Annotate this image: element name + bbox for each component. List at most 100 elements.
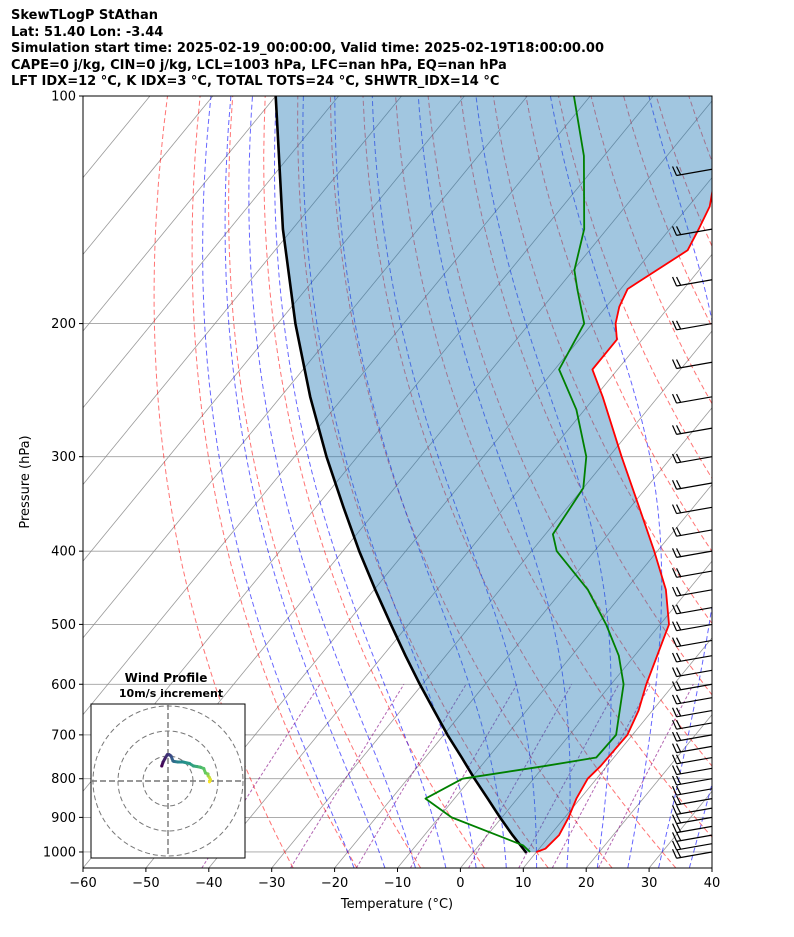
dry-adiabat-line: [395, 96, 712, 838]
barb-flag: [676, 604, 682, 614]
barb-staff: [676, 427, 713, 435]
mixing-ratio-line: [468, 684, 573, 868]
mixing-ratio-line: [355, 684, 467, 868]
barb-staff: [676, 550, 713, 558]
sounding-traces: [274, 96, 712, 854]
barb-flag: [671, 453, 678, 464]
barb-flag: [676, 226, 682, 235]
dry-adiabat-line: [754, 96, 794, 868]
barb-flag: [676, 823, 682, 832]
barb-flag: [676, 276, 682, 286]
barb-flag: [671, 568, 678, 578]
wind-barb: [671, 832, 713, 842]
barb-staff: [676, 722, 713, 730]
barb-flag: [676, 694, 682, 704]
barb-flag: [676, 848, 682, 858]
wind-barb: [671, 166, 713, 177]
barb-flag: [676, 731, 682, 741]
x-tick-label: −40: [195, 876, 222, 891]
barb-flag: [671, 548, 678, 558]
barb-staff: [676, 482, 713, 490]
barb-flag: [676, 805, 682, 814]
moist-adiabat-line: [224, 96, 386, 868]
x-axis-label: Temperature (°C): [340, 897, 453, 912]
isotherm-line: [460, 560, 712, 868]
barb-flag: [676, 320, 682, 330]
dry-adiabat-line: [153, 96, 294, 868]
x-tick-label: 20: [578, 876, 595, 891]
mixing-ratio-line: [290, 684, 405, 868]
x-tick-label: 0: [456, 876, 464, 891]
barb-staff: [676, 606, 713, 615]
dry-adiabat-line: [525, 96, 712, 553]
barb-flag: [676, 453, 682, 463]
barb-flag: [671, 526, 678, 537]
barb-flag: [671, 785, 678, 796]
x-tick-label: −20: [321, 876, 348, 891]
barb-flag: [671, 681, 678, 691]
wind-barb: [671, 707, 713, 718]
location-line: Lat: 51.40 Lon: -3.44: [11, 24, 164, 40]
wind-barb: [671, 568, 713, 578]
hodograph-title: Wind Profile: [125, 671, 208, 685]
times-line: Simulation start time: 2025-02-19_00:00:…: [11, 41, 604, 56]
wind-barb: [671, 479, 713, 490]
barb-staff: [676, 745, 713, 754]
barb-staff: [676, 655, 713, 663]
barb-staff: [676, 361, 713, 370]
wind-barb: [671, 731, 713, 742]
wind-barb: [671, 667, 713, 678]
barb-flag: [676, 568, 682, 577]
barb-flag: [671, 805, 678, 815]
y-tick-label: 700: [51, 728, 76, 743]
barb-flag: [676, 707, 682, 717]
barb-flag: [671, 667, 678, 677]
barb-flag: [676, 775, 682, 785]
barb-flag: [671, 754, 678, 765]
wind-barb: [671, 526, 713, 537]
barb-flag: [676, 425, 682, 434]
mixing-ratio-line: [551, 684, 651, 868]
wind-barbs: [671, 166, 713, 859]
barb-staff: [676, 570, 713, 578]
mixing-ratio-line: [409, 684, 518, 868]
barb-flag: [671, 504, 678, 514]
wind-barb: [671, 694, 713, 705]
barb-staff: [676, 279, 713, 287]
barb-staff: [676, 843, 713, 851]
isotherm-line: [83, 96, 528, 639]
mixing-ratio-line: [201, 684, 321, 868]
barb-staff: [676, 589, 713, 597]
barb-flag: [676, 840, 682, 850]
y-tick-label: 400: [51, 545, 76, 560]
dewpoint-line: [424, 96, 625, 853]
barb-flag: [671, 166, 678, 176]
wind-barb: [671, 393, 713, 404]
hodograph-point: [181, 760, 185, 764]
barb-staff: [676, 228, 713, 236]
y-tick-label: 1000: [43, 845, 76, 860]
temperature-line: [536, 188, 712, 853]
isotherm-line: [585, 713, 712, 868]
x-tick-label: −30: [258, 876, 285, 891]
mixing-ratio-line: [518, 684, 620, 868]
moist-adiabat-line: [648, 96, 712, 868]
barb-flag: [671, 393, 678, 404]
barb-flag: [676, 667, 682, 676]
barb-flag: [671, 621, 678, 631]
wind-barb: [671, 604, 713, 615]
barb-staff: [676, 825, 713, 834]
isotherm-line: [83, 96, 402, 486]
barb-flag: [676, 681, 682, 690]
hodograph-point: [192, 764, 195, 768]
hodograph-point: [161, 760, 165, 764]
barb-flag: [676, 359, 682, 368]
x-tick-label: 30: [641, 876, 658, 891]
hodograph-point: [209, 778, 212, 782]
isotherm-line: [711, 867, 712, 868]
barb-flag: [671, 694, 678, 705]
barb-staff: [676, 788, 713, 796]
barb-staff: [676, 709, 713, 718]
barb-flag: [676, 743, 682, 752]
